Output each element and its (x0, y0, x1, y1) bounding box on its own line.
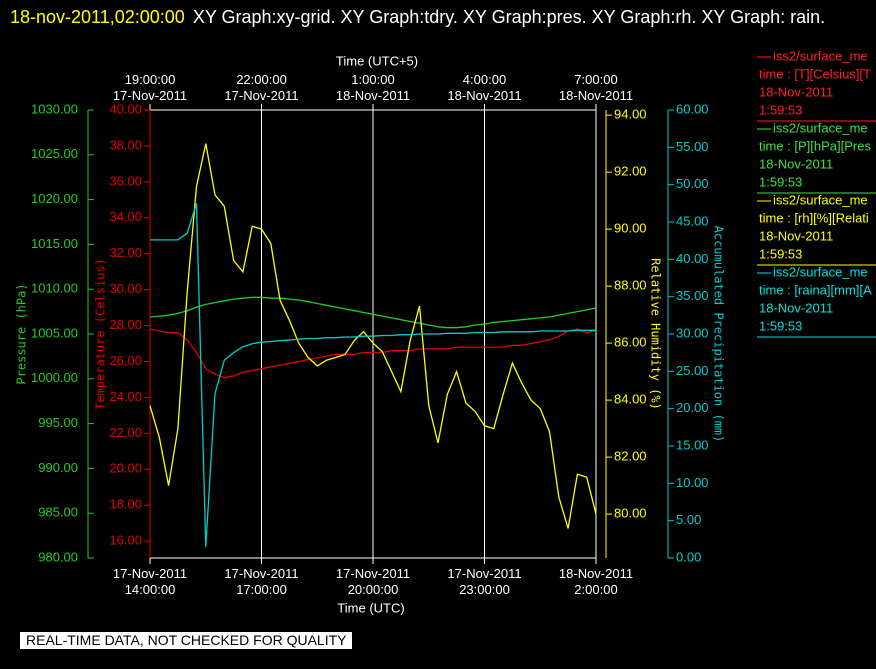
legend-text: time : [T][Celsius][T (759, 66, 871, 81)
x2-axis-title: Time (UTC+5) (336, 53, 418, 68)
x-tick-label: 17-Nov-2011 17:00:00 (224, 566, 299, 597)
y-tick-label: 1025.00 (31, 146, 78, 161)
y-tick-label: 1005.00 (31, 325, 78, 340)
y-tick-label: 92.00 (614, 164, 647, 179)
series-line (149, 296, 597, 329)
legend-text: 18-Nov-2011 (759, 228, 833, 243)
y-tick-label: 55.00 (676, 139, 709, 154)
series-line (149, 328, 597, 379)
y-tick-label: 50.00 (676, 176, 709, 191)
y-tick-label: 980.00 (38, 549, 78, 564)
y-tick-label: 88.00 (614, 278, 647, 293)
x2-tick-label: 19:00:00 17-Nov-2011 (112, 72, 188, 103)
x-tick-label: 18-Nov-2011 2:00:00 (558, 566, 634, 597)
legend-text: 18-Nov-2011 (759, 156, 833, 171)
x2-tick-label: 22:00:00 17-Nov-2011 (224, 72, 299, 103)
y-tick-label: 28.00 (109, 317, 142, 332)
y-axis-title: Temperature (Celsius) (94, 258, 108, 410)
title: 18-nov-2011,02:00:00 XY Graph:xy-grid. XY… (10, 2, 860, 32)
y-tick-label: 35.00 (676, 288, 709, 303)
y-axis-title: Accumulated Precipitation (mm) (712, 226, 726, 443)
legend-text: 1:59:53 (759, 246, 802, 261)
y-tick-label: 0.00 (676, 549, 701, 564)
y-tick-label: 990.00 (38, 460, 78, 475)
y-tick-label: 20.00 (109, 461, 142, 476)
y-tick-label: 18.00 (109, 497, 142, 512)
y-tick-label: 94.00 (614, 107, 647, 122)
y-axis-title: Relative Humidity (%) (649, 258, 663, 410)
y-tick-label: 80.00 (614, 506, 647, 521)
x2-tick-label: 7:00:00 18-Nov-2011 (558, 72, 634, 103)
y-tick-label: 5.00 (676, 512, 701, 527)
y-tick-label: 985.00 (38, 505, 78, 520)
legend-name: iss2/surface_me (773, 48, 868, 63)
legend-text: time : [rh][%][Relati (759, 210, 869, 225)
legend-text: 1:59:53 (759, 102, 802, 117)
y-tick-label: 30.00 (109, 281, 142, 296)
y-tick-label: 84.00 (614, 392, 647, 407)
y-tick-label: 1030.00 (31, 101, 78, 116)
y-tick-label: 22.00 (109, 425, 142, 440)
y-tick-label: 40.00 (109, 101, 142, 116)
y-tick-label: 82.00 (614, 449, 647, 464)
footer-notice: REAL-TIME DATA, NOT CHECKED FOR QUALITY (20, 632, 353, 649)
legend-text: time : [raina][mm][A (759, 282, 872, 297)
x2-tick-label: 1:00:00 18-Nov-2011 (335, 72, 411, 103)
y-tick-label: 20.00 (676, 400, 709, 415)
y-axis-title: Pressure (hPa) (15, 283, 29, 384)
y-tick-label: 16.00 (109, 533, 142, 548)
y-tick-label: 60.00 (676, 101, 709, 116)
legend-name: iss2/surface_me (773, 264, 868, 279)
x-tick-label: 17-Nov-2011 20:00:00 (335, 566, 411, 597)
x-axis-title: Time (UTC) (337, 600, 404, 615)
y-tick-label: 1010.00 (31, 281, 78, 296)
legend-text: 1:59:53 (759, 318, 802, 333)
y-tick-label: 1015.00 (31, 236, 78, 251)
y-tick-label: 32.00 (109, 245, 142, 260)
legend-text: 18-Nov-2011 (759, 300, 833, 315)
legend-text: 1:59:53 (759, 174, 802, 189)
y-tick-label: 1020.00 (31, 191, 78, 206)
y-tick-label: 86.00 (614, 335, 647, 350)
y-tick-label: 26.00 (109, 353, 142, 368)
x-tick-label: 17-Nov-2011 23:00:00 (447, 566, 522, 597)
y-tick-label: 45.00 (676, 213, 709, 228)
y-tick-label: 90.00 (614, 221, 647, 236)
legend-text: time : [P][hPa][Pres (759, 138, 871, 153)
y-tick-label: 36.00 (109, 173, 142, 188)
x2-tick-label: 4:00:00 18-Nov-2011 (447, 72, 522, 103)
series-line (149, 143, 597, 529)
y-tick-label: 995.00 (38, 415, 78, 430)
legend-name: iss2/surface_me (773, 192, 868, 207)
y-tick-label: 10.00 (676, 475, 709, 490)
y-tick-label: 1000.00 (31, 370, 78, 385)
y-tick-label: 40.00 (676, 251, 709, 266)
y-tick-label: 24.00 (109, 389, 142, 404)
series-line (150, 203, 596, 547)
legend-name: iss2/surface_me (773, 120, 868, 135)
y-tick-label: 38.00 (109, 137, 142, 152)
legend-text: 18-Nov-2011 (759, 84, 833, 99)
y-tick-label: 34.00 (109, 209, 142, 224)
title-time: 18-nov-2011,02:00:00 (10, 7, 185, 27)
y-tick-label: 30.00 (676, 325, 709, 340)
y-tick-label: 15.00 (676, 437, 709, 452)
title-text: XY Graph:xy-grid. XY Graph:tdry. XY Grap… (192, 7, 826, 27)
y-tick-label: 25.00 (676, 363, 709, 378)
x-tick-label: 17-Nov-2011 14:00:00 (112, 566, 188, 597)
